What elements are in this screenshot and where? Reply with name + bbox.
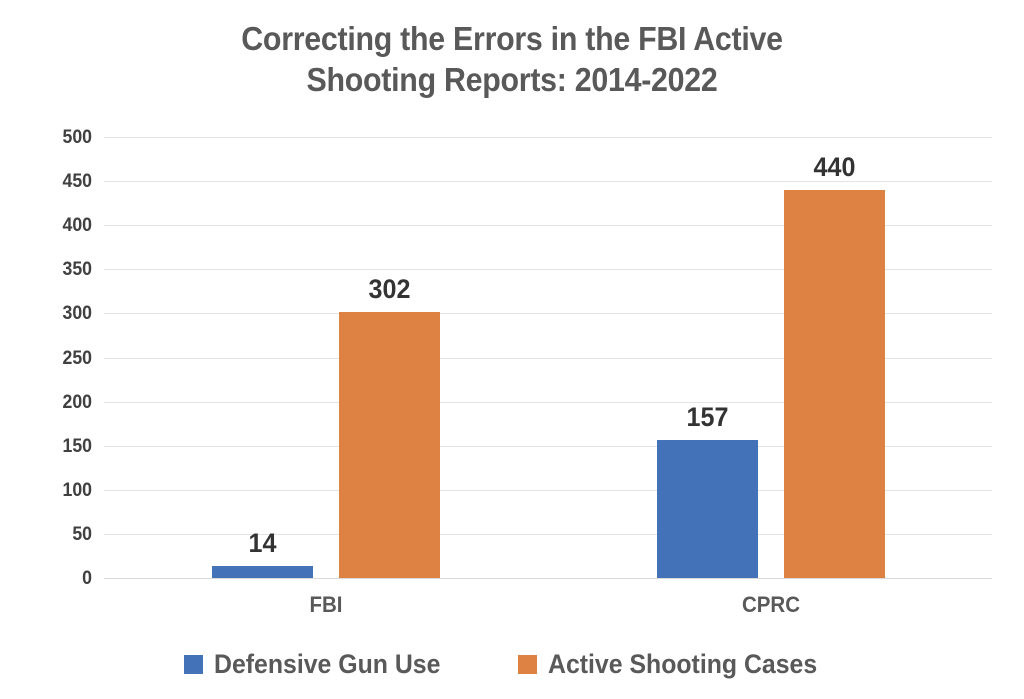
gridline (104, 489, 992, 491)
bar-fbi-defensive-gun-use[interactable] (212, 565, 313, 578)
y-axis-tick-label: 300 (62, 303, 92, 325)
y-axis-tick-label: 50 (72, 523, 92, 545)
plot-area: 14 302 157 440 (104, 137, 992, 579)
y-axis-tick-label: 500 (62, 127, 92, 148)
gridline (104, 137, 992, 138)
bar-cprc-active-shooting[interactable] (784, 189, 885, 578)
bar-fbi-active-shooting[interactable] (339, 311, 440, 578)
gridline (104, 401, 992, 403)
chart-title-line-1: Correcting the Errors in the FBI Active (241, 20, 783, 57)
y-axis: 500 450 400 350 300 250 200 150 100 50 0 (12, 128, 92, 588)
gridline (104, 313, 992, 315)
gridline (104, 181, 992, 183)
bar-fbi-active-shooting-value-label: 302 (368, 273, 411, 304)
y-axis-tick-label: 200 (62, 391, 92, 413)
bar-fbi-defensive-gun-use-value-label: 14 (248, 527, 277, 558)
orange-square-icon (517, 654, 537, 674)
gridline (104, 225, 992, 227)
legend-item-1[interactable]: Defensive Gun Use (183, 649, 460, 679)
gridline (104, 445, 992, 447)
y-axis-tick-label: 100 (62, 479, 92, 501)
y-axis-tick-label: 350 (62, 259, 92, 281)
x-axis-category-label-fbi: FBI (309, 592, 343, 617)
bar-cprc-defensive-gun-use-value-label: 157 (686, 401, 729, 432)
legend-item-2[interactable]: Active Shooting Cases (517, 649, 841, 679)
gridline (104, 269, 992, 271)
x-axis: FBI CPRC (104, 592, 992, 622)
legend-label: Active Shooting Cases (547, 649, 817, 679)
gridline (104, 357, 992, 359)
bar-cprc-defensive-gun-use[interactable] (657, 439, 758, 578)
y-axis-tick-label: 400 (62, 215, 92, 237)
legend-label: Defensive Gun Use (213, 649, 441, 679)
y-axis-tick-label: 150 (62, 435, 92, 457)
chart-title-line-2: Shooting Reports: 2014-2022 (306, 61, 718, 98)
bar-cprc-active-shooting-value-label: 440 (813, 151, 856, 182)
y-axis-tick-label: 0 (82, 568, 92, 589)
y-axis-tick-label: 250 (62, 347, 92, 369)
blue-square-icon (183, 654, 203, 674)
y-axis-tick-label: 450 (62, 171, 92, 193)
gridline (104, 578, 992, 579)
chart-title: Correcting the Errors in the FBI Active … (142, 18, 882, 100)
gridline (104, 533, 992, 535)
chart-legend: Defensive Gun Use Active Shooting Cases (0, 643, 1024, 685)
x-axis-category-label-cprc: CPRC (742, 592, 800, 617)
